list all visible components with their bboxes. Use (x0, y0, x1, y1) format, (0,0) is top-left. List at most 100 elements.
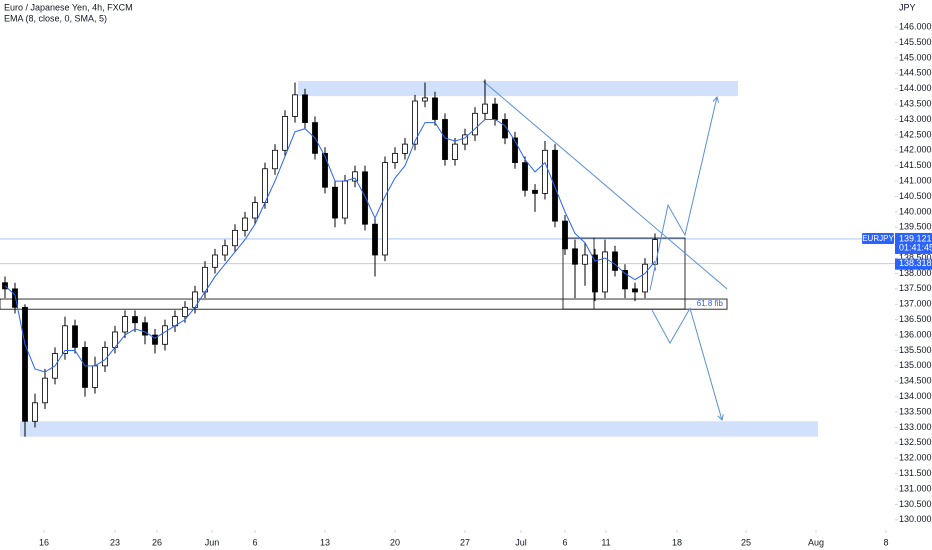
candle-body (512, 137, 518, 164)
y-tick-label: 138.000 (899, 268, 932, 278)
x-tick-label: 25 (741, 537, 751, 547)
y-tick-label: 132.500 (899, 437, 932, 447)
candle-body (342, 180, 348, 219)
candle-body (32, 402, 38, 422)
candle-body (442, 119, 448, 160)
y-tick-label: 143.500 (899, 98, 932, 108)
candle-body (482, 103, 488, 114)
candle-body (562, 220, 568, 250)
candle-body (222, 245, 228, 256)
chart-title: Euro / Japanese Yen, 4h, FXCM (4, 2, 133, 12)
y-tick-label: 140.500 (899, 191, 932, 201)
y-tick-label: 142.500 (899, 129, 932, 139)
y-tick-label: 143.000 (899, 114, 932, 124)
candle-body (552, 149, 558, 222)
x-tick-label: 20 (390, 537, 400, 547)
x-tick-label: 16 (39, 537, 49, 547)
candle-body (402, 143, 408, 154)
last-price-label: 139.121 (899, 233, 932, 243)
y-tick-label: 145.500 (899, 37, 932, 47)
candle-body (282, 116, 288, 151)
x-tick-label: 18 (672, 537, 682, 547)
candle-body (252, 202, 258, 219)
ema-price-tag (895, 258, 932, 270)
y-tick-label: 130.500 (899, 499, 932, 509)
y-tick-label: 138.500 (899, 252, 932, 262)
candle-body (472, 112, 478, 136)
x-tick-label: 6 (562, 537, 567, 547)
y-tick-label: 133.000 (899, 422, 932, 432)
candle-body (162, 325, 168, 345)
y-axis-label: JPY (899, 2, 916, 12)
candle-body (22, 306, 28, 422)
candle-body (62, 325, 68, 354)
candle-body (452, 143, 458, 160)
candle-body (182, 306, 188, 317)
y-tick-label: 139.500 (899, 222, 932, 232)
candle-body (362, 171, 368, 225)
candle-body (532, 189, 538, 194)
arrow-head (712, 95, 720, 103)
y-tick-label: 134.500 (899, 376, 932, 386)
y-tick-label: 135.000 (899, 360, 932, 370)
candle-body (632, 288, 638, 293)
x-tick-label: Jun (205, 537, 220, 547)
x-tick-label: 11 (601, 537, 610, 547)
candle-body (72, 325, 78, 348)
symbol-tag (862, 232, 894, 244)
candle-body (242, 217, 248, 231)
indicator-legend: EMA (8, close, 0, SMA, 5) (4, 13, 107, 23)
candle-body (12, 288, 18, 308)
candle-body (102, 346, 108, 367)
candle-body (372, 223, 378, 256)
candle-body (572, 248, 578, 265)
candle-body (392, 152, 398, 164)
y-tick-label: 141.000 (899, 175, 932, 185)
y-tick-label: 145.000 (899, 52, 932, 62)
candle-body (592, 254, 598, 293)
candle-body (582, 254, 588, 265)
fib-label: 61.8 fib (697, 299, 724, 308)
candle-body (212, 254, 218, 268)
trendline (482, 80, 728, 290)
candle-body (42, 377, 48, 404)
candle-body (152, 334, 158, 345)
fib-box (0, 298, 728, 310)
y-tick-label: 137.500 (899, 283, 932, 293)
candle-body (492, 103, 498, 120)
candle-body (122, 316, 128, 333)
projection-arrow (649, 96, 718, 291)
candle-body (522, 162, 528, 191)
x-tick-label: Jul (515, 537, 527, 547)
candle-body (322, 152, 328, 188)
range-box (562, 237, 686, 310)
x-tick-label: 27 (460, 537, 470, 547)
projection-arrow (651, 306, 723, 421)
candle-body (622, 269, 628, 290)
candle-body (332, 186, 338, 219)
y-tick-label: 140.000 (899, 206, 932, 216)
y-tick-label: 132.000 (899, 453, 932, 463)
candle-body (292, 94, 298, 117)
candle-body (92, 365, 98, 388)
y-tick-label: 144.000 (899, 83, 932, 93)
candle-body (642, 263, 648, 293)
x-tick-label: 23 (110, 537, 120, 547)
ema-line (4, 118, 656, 373)
zone (20, 421, 818, 437)
y-tick-label: 133.500 (899, 406, 932, 416)
candle-body (262, 168, 268, 204)
candle-body (602, 251, 608, 293)
y-tick-label: 137.000 (899, 299, 932, 309)
symbol-label: EURJPY (862, 234, 894, 243)
candle-body (202, 266, 208, 293)
candle-body (612, 251, 618, 271)
candle-body (432, 97, 438, 120)
candle-body (412, 100, 418, 145)
candle-body (422, 97, 428, 102)
x-tick-label: 26 (152, 537, 162, 547)
candle-body (82, 346, 88, 388)
y-tick-label: 130.000 (899, 514, 932, 524)
